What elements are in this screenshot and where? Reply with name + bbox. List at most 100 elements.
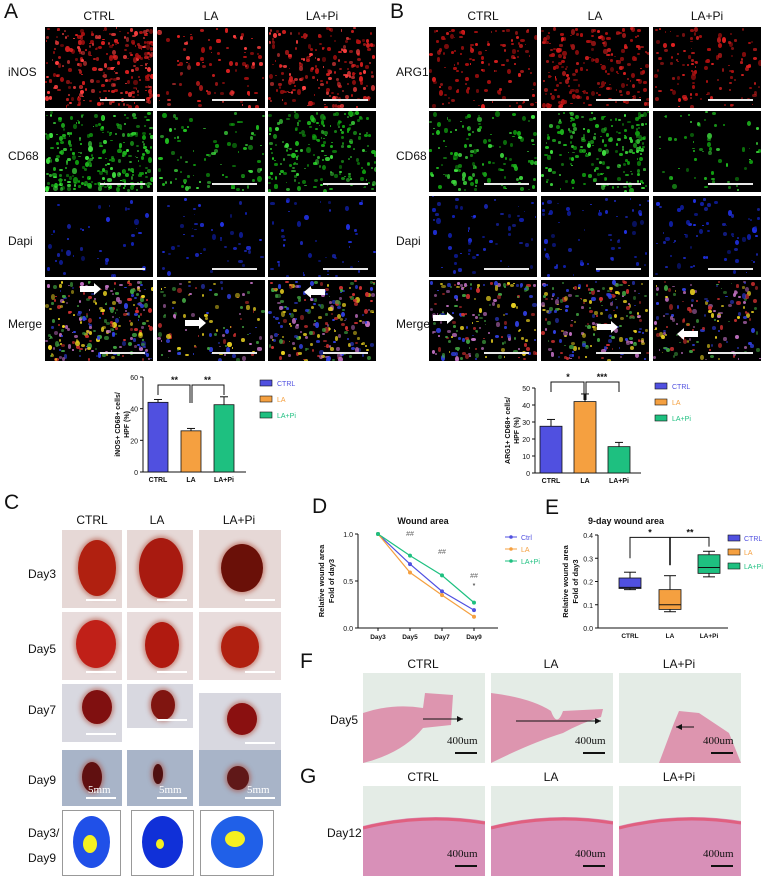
scale-label: 400um xyxy=(703,735,734,747)
scale-bar xyxy=(212,352,257,354)
panel-c-row-day7: Day7 xyxy=(28,703,57,717)
wound-photo xyxy=(199,530,281,608)
micrograph-tile xyxy=(268,27,376,108)
svg-text:10: 10 xyxy=(522,454,530,461)
micrograph-tile xyxy=(45,27,153,108)
scale-bar xyxy=(455,865,477,867)
svg-text:LA+Pi: LA+Pi xyxy=(672,416,691,423)
wound-photo xyxy=(127,684,193,728)
panel-c-row-day3-slash: Day3/ xyxy=(28,826,60,840)
scale-bar xyxy=(711,865,733,867)
wound-area-outline xyxy=(62,810,121,876)
scale-bar xyxy=(484,268,529,270)
svg-text:0: 0 xyxy=(526,471,530,478)
svg-text:Wound area: Wound area xyxy=(397,516,449,526)
svg-text:0.1: 0.1 xyxy=(583,603,593,610)
scale-bar xyxy=(245,797,275,799)
micrograph-tile xyxy=(429,27,537,108)
panel-b-row-cd68: CD68 xyxy=(396,149,427,163)
svg-text:HPF (%): HPF (%) xyxy=(514,417,521,444)
scale-bar xyxy=(212,99,257,101)
wound-photo xyxy=(62,530,122,608)
svg-text:HPF (%): HPF (%) xyxy=(124,411,131,438)
scale-bar xyxy=(596,352,641,354)
scale-bar xyxy=(100,352,145,354)
panel-f-col-lapi: LA+Pi xyxy=(662,657,696,671)
arrow-icon xyxy=(677,328,698,340)
scale-bar xyxy=(100,268,145,270)
scale-bar xyxy=(596,183,641,185)
scale-bar xyxy=(455,752,477,754)
panel-c-col-lapi: LA+Pi xyxy=(222,513,256,527)
scale-label: 5mm xyxy=(88,784,111,796)
chart-e-9day-box: 9-day wound area 0.0 0.1 0.2 0.3 0.4 CTRL LA LA+… xyxy=(561,516,763,640)
micrograph-tile xyxy=(268,196,376,277)
panel-g-row-day12: Day12 xyxy=(327,826,362,840)
panel-f-col-la: LA xyxy=(543,657,559,671)
svg-text:LA: LA xyxy=(521,547,530,554)
svg-text:**: ** xyxy=(171,375,179,385)
scale-label: 400um xyxy=(575,848,606,860)
panel-a-col-la: LA xyxy=(203,9,219,23)
svg-text:LA: LA xyxy=(666,633,675,640)
scale-bar xyxy=(212,183,257,185)
svg-text:30: 30 xyxy=(522,420,530,427)
scale-bar xyxy=(711,752,733,754)
svg-text:LA+Pi: LA+Pi xyxy=(700,633,719,640)
panel-a-row-merge: Merge xyxy=(8,317,43,331)
svg-text:CTRL: CTRL xyxy=(149,477,168,484)
svg-text:0.0: 0.0 xyxy=(583,626,593,633)
scale-bar xyxy=(86,599,116,601)
panel-a-row-cd68: CD68 xyxy=(8,149,39,163)
arrow-icon xyxy=(597,321,618,333)
svg-text:LA: LA xyxy=(277,397,286,404)
svg-text:LA: LA xyxy=(672,400,681,407)
histology-image: 400um xyxy=(491,786,613,876)
wound-photo xyxy=(199,693,281,751)
svg-text:LA: LA xyxy=(186,477,195,484)
scale-bar xyxy=(157,797,187,799)
panel-label-a: A xyxy=(4,0,19,23)
scale-bar xyxy=(708,99,753,101)
panel-label-e: E xyxy=(545,496,560,519)
panel-b-row-arg1: ARG1 xyxy=(396,65,429,79)
scale-label: 5mm xyxy=(159,784,182,796)
micrograph-tile xyxy=(157,27,265,108)
micrograph-tile xyxy=(45,111,153,192)
wound-area-outline xyxy=(200,810,274,876)
micrograph-tile xyxy=(429,196,537,277)
svg-text:Relative wound area: Relative wound area xyxy=(317,544,326,617)
svg-text:Day7: Day7 xyxy=(434,634,450,641)
scale-bar xyxy=(323,268,368,270)
micrograph-tile xyxy=(541,111,649,192)
svg-text:CTRL: CTRL xyxy=(542,478,561,485)
panel-c-row-day9-b: Day9 xyxy=(28,851,57,865)
svg-text:CTRL: CTRL xyxy=(672,384,690,391)
micrograph-tile xyxy=(45,196,153,277)
svg-text:20: 20 xyxy=(130,438,138,445)
svg-text:0.4: 0.4 xyxy=(583,533,593,540)
svg-text:40: 40 xyxy=(522,403,530,410)
scale-bar xyxy=(212,268,257,270)
panel-c-col-la: LA xyxy=(149,513,165,527)
arrow-icon xyxy=(80,283,101,295)
svg-text:**: ** xyxy=(204,375,212,385)
histology-image: 400um xyxy=(619,786,741,876)
svg-text:LA: LA xyxy=(580,478,589,485)
chart-a-inos-bar: 0 20 40 60 CTRL LA LA+Pi ** ** iNOS+ CD68+ cells/… xyxy=(115,375,296,484)
wound-photo: 5mm xyxy=(127,750,193,806)
scale-label: 400um xyxy=(703,848,734,860)
panel-c-row-day9: Day9 xyxy=(28,773,57,787)
histology-image: 400um xyxy=(619,673,741,763)
svg-text:CTRL: CTRL xyxy=(744,536,762,543)
wound-photo xyxy=(62,612,122,680)
panel-a-row-dapi: Dapi xyxy=(8,234,33,248)
scale-label: 400um xyxy=(575,735,606,747)
scale-bar xyxy=(583,865,605,867)
svg-text:LA+Pi: LA+Pi xyxy=(521,559,540,566)
svg-text:0.0: 0.0 xyxy=(343,626,353,633)
wound-photo xyxy=(199,612,281,680)
panel-b-col-ctrl: CTRL xyxy=(467,9,499,23)
micrograph-tile xyxy=(157,196,265,277)
